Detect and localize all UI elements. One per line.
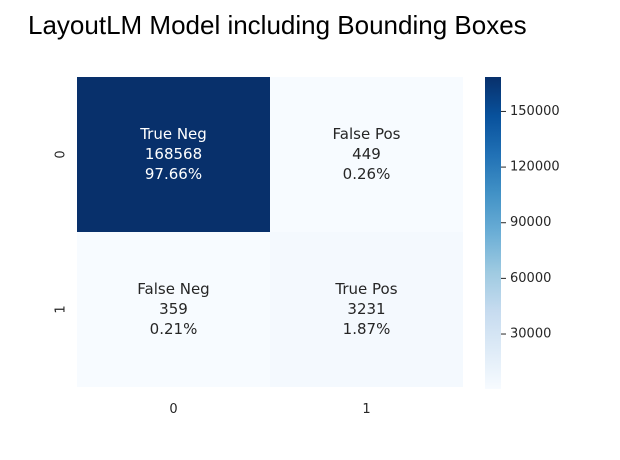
colorbar-tick-label: 120000 xyxy=(510,160,560,175)
cell-percent: 0.26% xyxy=(343,165,391,183)
heatmap-cell xyxy=(270,232,463,387)
heatmap-cell xyxy=(77,77,270,232)
cell-count: 3231 xyxy=(347,300,385,318)
heatmap-cell xyxy=(270,77,463,232)
cell-count: 449 xyxy=(352,145,381,163)
cell-count: 359 xyxy=(159,300,188,318)
y-tick-label: 1 xyxy=(54,305,69,313)
x-tick-label: 1 xyxy=(362,402,370,417)
cell-label: True Pos xyxy=(334,280,397,298)
x-tick-label: 0 xyxy=(169,402,177,417)
y-tick-label: 0 xyxy=(54,150,69,158)
colorbar-tick-label: 150000 xyxy=(510,104,560,119)
cell-count: 168568 xyxy=(145,145,202,163)
cell-percent: 97.66% xyxy=(145,165,202,183)
cell-label: False Neg xyxy=(137,280,209,298)
cell-label: True Neg xyxy=(139,125,207,143)
colorbar-tick-label: 30000 xyxy=(510,327,551,342)
colorbar-tick-label: 90000 xyxy=(510,215,551,230)
cell-percent: 1.87% xyxy=(343,320,391,338)
colorbar xyxy=(485,77,501,389)
heatmap-cell xyxy=(77,232,270,387)
colorbar-tick-label: 60000 xyxy=(510,271,551,286)
chart-title: LayoutLM Model including Bounding Boxes xyxy=(28,10,527,40)
cell-percent: 0.21% xyxy=(150,320,198,338)
cell-label: False Pos xyxy=(333,125,401,143)
